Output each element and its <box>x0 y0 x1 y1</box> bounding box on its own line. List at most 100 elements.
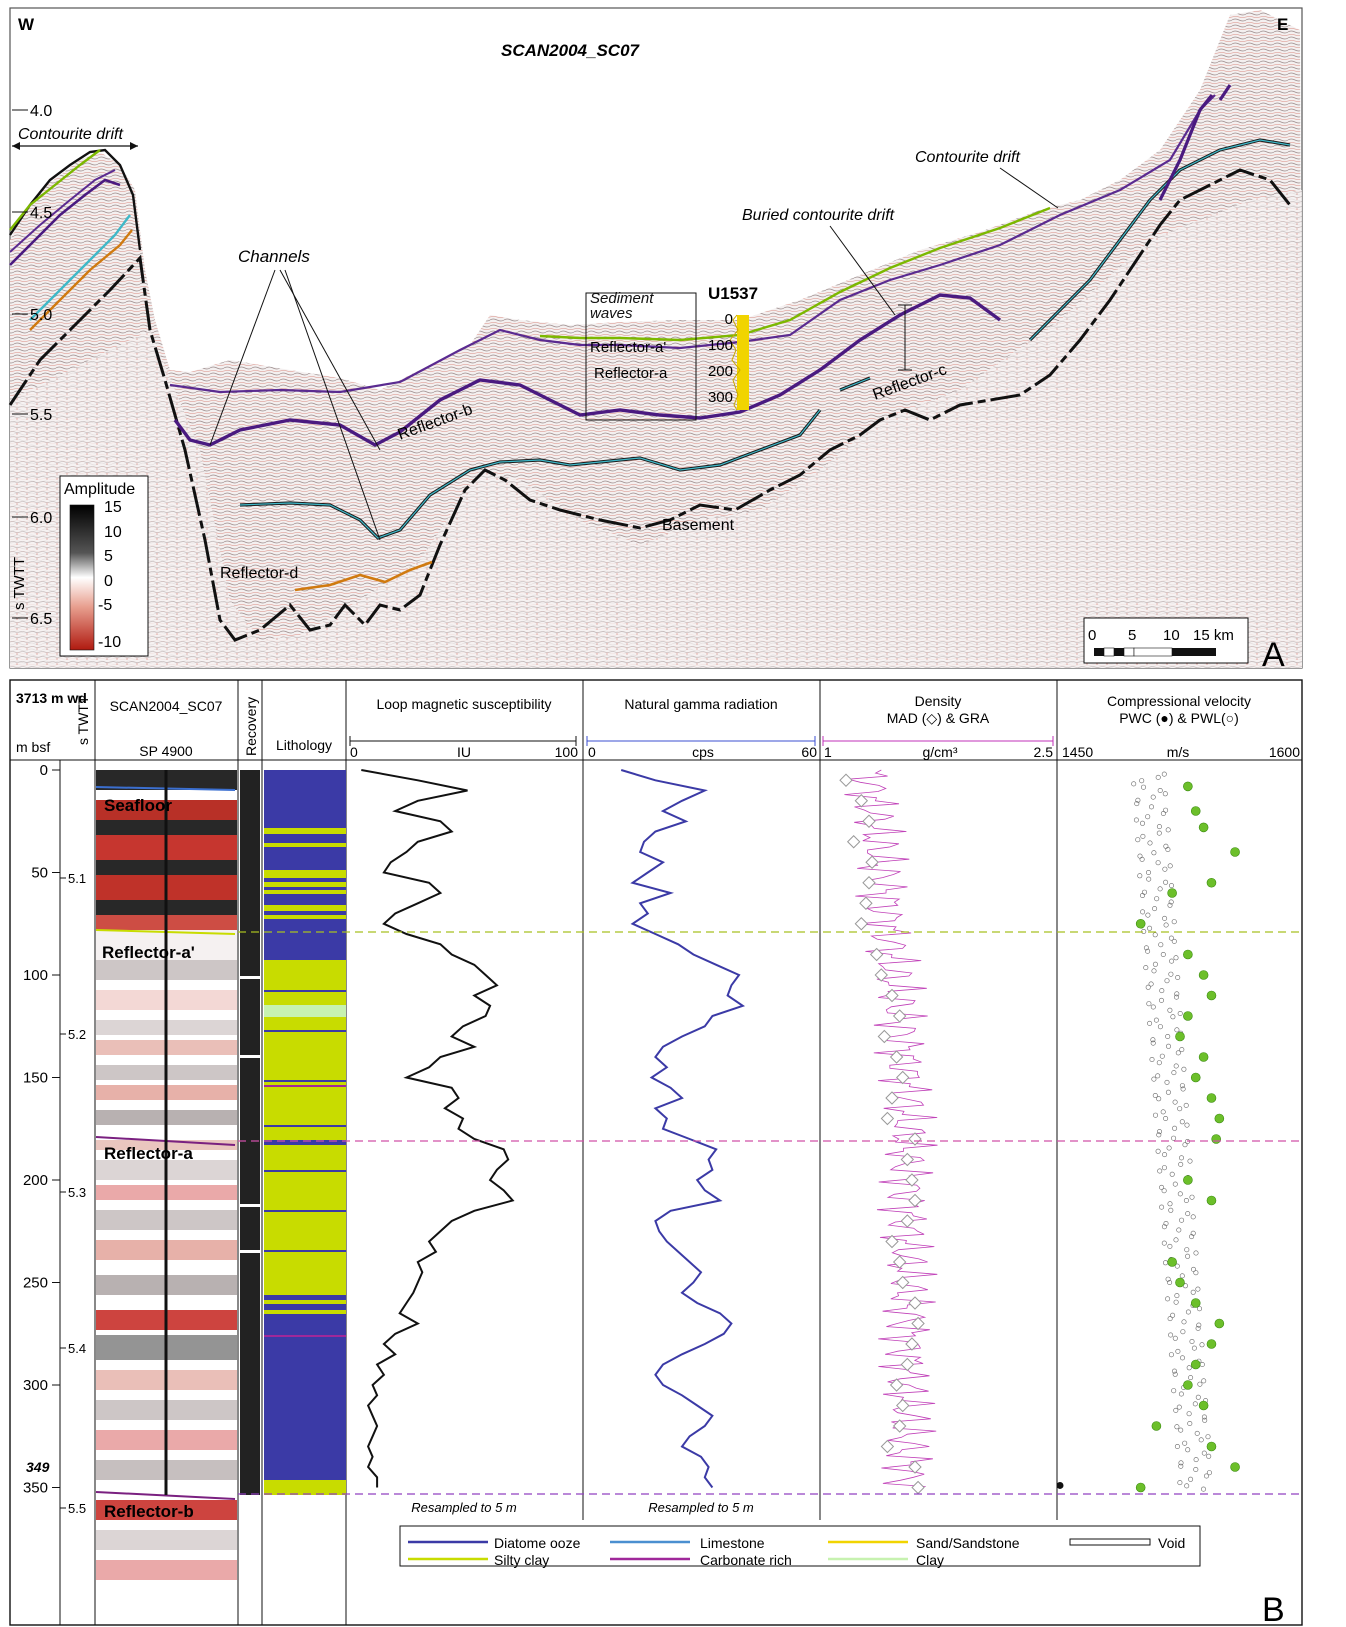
pwl-point <box>1155 860 1161 866</box>
svg-text:4.0: 4.0 <box>30 103 52 120</box>
depth-unit: m bsf <box>16 739 50 755</box>
pwl-point <box>1165 1296 1171 1302</box>
pwl-point <box>1178 1460 1184 1466</box>
mad-point <box>908 1296 922 1310</box>
lithology-thin <box>264 1085 346 1087</box>
svg-text:10: 10 <box>104 524 122 541</box>
svg-text:IU: IU <box>457 744 471 760</box>
pwl-point <box>1152 1093 1158 1099</box>
svg-text:0: 0 <box>1088 627 1096 644</box>
pwl-point <box>1181 1319 1187 1325</box>
pwl-point <box>1156 824 1162 830</box>
pwl-point <box>1151 1076 1157 1082</box>
pwl-point <box>1168 935 1174 941</box>
pwl-point <box>1167 1316 1173 1322</box>
pwl-point <box>1174 1027 1180 1033</box>
pwl-point <box>1172 1181 1178 1187</box>
pwc-point <box>1183 781 1193 792</box>
svg-text:Density: Density <box>915 693 962 709</box>
pwl-point <box>1135 797 1141 803</box>
svg-text:0: 0 <box>350 744 358 760</box>
pwl-point <box>1195 1325 1201 1331</box>
pwl-point <box>1195 1286 1201 1292</box>
pwl-point <box>1177 1106 1183 1112</box>
pwl-point <box>1152 961 1158 967</box>
lithology-thin <box>264 990 346 992</box>
pwl-point <box>1173 1237 1179 1243</box>
pwl-point <box>1168 1352 1174 1358</box>
pwl-point <box>1167 1201 1173 1207</box>
svg-text:5.0: 5.0 <box>30 307 52 324</box>
pwl-point <box>1152 906 1158 912</box>
site-log <box>737 315 749 410</box>
pwl-point <box>1175 1050 1181 1056</box>
mad-point <box>874 968 888 982</box>
gamma-radiation-plot <box>620 769 746 1489</box>
svg-text:Reflector-a': Reflector-a' <box>102 943 195 962</box>
pwl-point <box>1154 896 1160 902</box>
pwl-point <box>1189 1234 1195 1240</box>
pwl-point <box>1145 912 1151 918</box>
seismic-band <box>96 1560 237 1580</box>
pwl-point <box>1148 981 1154 987</box>
pwl-point <box>1168 899 1174 905</box>
pwl-point <box>1155 1148 1161 1154</box>
pwl-point <box>1190 1289 1196 1295</box>
depth-tick-label: 350 <box>23 1480 48 1497</box>
svg-text:15 km: 15 km <box>1193 627 1234 644</box>
pwl-point <box>1179 1047 1185 1053</box>
lithology-layer <box>264 1145 346 1295</box>
depth-tick-label: 100 <box>23 967 48 984</box>
pwl-point <box>1156 1132 1162 1138</box>
mad-point <box>905 1173 919 1187</box>
depth-tick-label: 0 <box>40 762 48 779</box>
pwl-point <box>1165 827 1171 833</box>
pwl-point <box>1162 791 1168 797</box>
channels-arrows <box>209 269 381 541</box>
pwl-point <box>1173 1299 1179 1305</box>
series-line <box>620 769 746 1489</box>
mad-point <box>869 947 884 962</box>
twtt-axis: 5.1 5.2 5.3 5.4 5.5 <box>60 871 86 1516</box>
pwc-point <box>1183 1175 1193 1185</box>
recovery-bar <box>240 770 260 1495</box>
pwl-point <box>1140 892 1146 898</box>
pwl-point <box>1169 958 1175 964</box>
pwl-point <box>1146 876 1152 882</box>
pwl-point <box>1181 1066 1187 1072</box>
pwc-point <box>1190 1298 1201 1308</box>
pwl-point <box>1196 1322 1202 1328</box>
panel-a-title: SCAN2004_SC07 <box>501 41 641 60</box>
site-depths: 0 100 200 300 <box>708 311 733 406</box>
pwl-point <box>1177 1480 1183 1486</box>
pwl-point <box>1201 1450 1207 1456</box>
pwl-point <box>1205 1434 1211 1440</box>
svg-text:6.0: 6.0 <box>30 510 52 527</box>
svg-text:60: 60 <box>801 744 817 760</box>
pwl-point <box>1176 1404 1182 1410</box>
pwl-point <box>1157 1129 1163 1135</box>
pwl-point <box>1159 988 1165 994</box>
pwl-point <box>1184 1247 1190 1253</box>
lithology-thin <box>264 1030 346 1032</box>
pwl-point <box>1169 1171 1175 1177</box>
pwl-point <box>1146 869 1152 875</box>
pwl-point <box>1145 984 1151 990</box>
pwl-point <box>1191 1345 1197 1351</box>
svg-text:1600: 1600 <box>1269 744 1300 760</box>
pwl-point <box>1165 1089 1171 1095</box>
pwl-point <box>1145 814 1151 820</box>
pwl-point <box>1177 1010 1183 1016</box>
pwl-point <box>1159 1053 1165 1059</box>
lithology-layer <box>264 905 346 911</box>
lithology-thin <box>264 1210 346 1212</box>
void-mark <box>240 1055 260 1058</box>
depth-tick-label: 200 <box>23 1172 48 1189</box>
panel-a-y-label: s TWTT <box>11 557 28 610</box>
svg-text:Amplitude: Amplitude <box>64 481 135 498</box>
pwc-point <box>1198 822 1209 833</box>
contourite-left-label: Contourite drift <box>18 126 123 143</box>
mad-point <box>846 835 861 849</box>
pwl-point <box>1174 1444 1180 1450</box>
east-label: E <box>1277 15 1288 34</box>
